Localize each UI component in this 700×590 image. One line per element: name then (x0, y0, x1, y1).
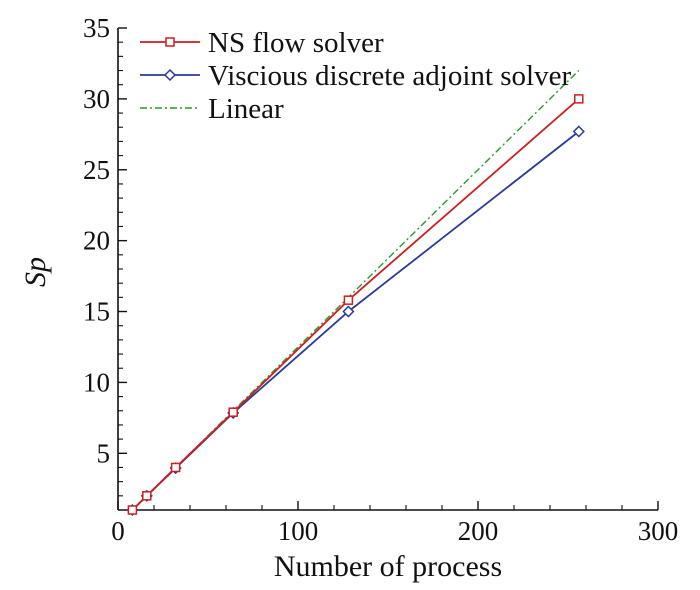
y-axis-title: Sp (19, 257, 52, 287)
x-axis-title: Number of process (274, 550, 502, 583)
legend-label-1: Viscious discrete adjoint solver (208, 60, 571, 92)
y-tick-label: 30 (83, 84, 110, 114)
square-marker (574, 94, 584, 104)
legend-label-2: Linear (208, 93, 284, 125)
square-marker (170, 462, 181, 473)
diamond-marker (342, 305, 355, 318)
legend-label-0: NS flow solver (208, 27, 384, 59)
series-layer (126, 70, 585, 517)
square-marker (343, 295, 354, 305)
y-tick-label: 25 (83, 155, 110, 185)
y-tick-label: 10 (83, 367, 110, 397)
series-line-1 (131, 130, 580, 511)
y-tick-label: 20 (83, 226, 110, 256)
x-tick-label: 100 (278, 516, 319, 546)
legend-diamond-marker (163, 68, 177, 82)
legend-square-marker (165, 37, 175, 47)
x-tick-label: 0 (111, 516, 125, 546)
square-marker (228, 407, 238, 417)
y-tick-label: 15 (83, 297, 110, 327)
x-tick-label: 200 (458, 516, 499, 546)
series-line-0 (131, 98, 580, 511)
ticks: 0 100 200 300 5 10 15 20 25 30 35 (83, 13, 678, 546)
x-tick-label: 300 (638, 516, 679, 546)
diamond-marker (572, 125, 585, 138)
square-marker (142, 491, 152, 501)
square-marker (127, 505, 138, 515)
y-tick-label: 35 (83, 13, 110, 43)
y-tick-label: 5 (97, 438, 111, 468)
